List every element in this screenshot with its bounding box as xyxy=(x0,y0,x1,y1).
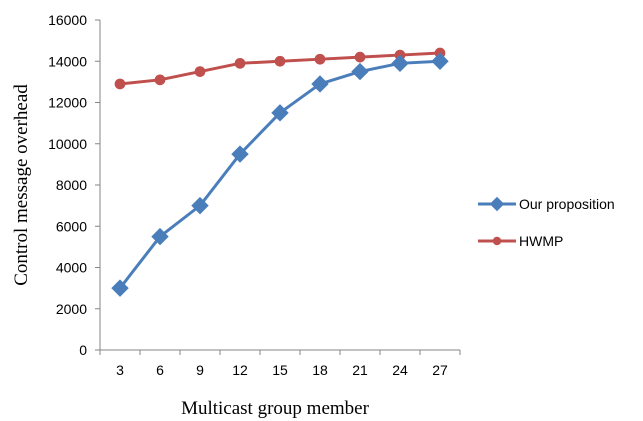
legend-item: Our proposition xyxy=(478,196,615,212)
legend-marker xyxy=(492,236,502,246)
series-layer xyxy=(111,47,449,297)
data-point xyxy=(351,62,369,81)
y-tick-label: 10000 xyxy=(48,136,87,152)
data-point xyxy=(311,75,329,93)
y-axis-title: Control message overhead xyxy=(11,84,32,286)
series-group xyxy=(111,52,449,297)
series-line xyxy=(118,59,441,290)
y-axis-ticks: 0 2000 4000 6000 8000 10000 12000 14000 16000 xyxy=(48,12,100,358)
x-tick-label: 18 xyxy=(312,362,328,378)
x-tick-label: 3 xyxy=(116,362,124,378)
data-point xyxy=(151,227,169,246)
x-axis-title: Multicast group member xyxy=(181,398,370,419)
y-tick-label: 0 xyxy=(79,342,87,358)
x-tick-label: 12 xyxy=(232,362,248,378)
data-point xyxy=(271,104,289,122)
x-tick-label: 24 xyxy=(392,362,408,378)
y-tick-label: 6000 xyxy=(56,218,87,234)
data-point xyxy=(111,279,129,297)
data-point xyxy=(354,51,366,63)
data-point xyxy=(314,53,326,65)
legend-marker xyxy=(489,196,505,212)
data-point xyxy=(274,55,286,67)
legend-label: HWMP xyxy=(519,233,563,249)
data-point xyxy=(234,57,246,69)
y-tick-label: 12000 xyxy=(48,95,87,111)
x-tick-label: 27 xyxy=(432,362,448,378)
data-point xyxy=(114,78,126,90)
data-point xyxy=(391,54,409,73)
legend: Our proposition HWMP xyxy=(478,196,615,249)
y-tick-label: 14000 xyxy=(48,53,87,69)
x-tick-label: 9 xyxy=(196,362,204,378)
y-tick-label: 2000 xyxy=(56,301,87,317)
y-tick-label: 8000 xyxy=(56,177,87,193)
data-point xyxy=(231,145,249,163)
x-tick-label: 15 xyxy=(272,362,288,378)
data-point xyxy=(194,66,206,77)
x-tick-label: 21 xyxy=(352,362,368,378)
y-tick-label: 16000 xyxy=(48,12,87,28)
data-point xyxy=(154,74,166,86)
legend-item: HWMP xyxy=(478,233,563,249)
x-axis-ticks: 3 6 9 12 15 18 21 24 27 xyxy=(99,350,461,378)
series-group xyxy=(114,47,446,90)
data-point xyxy=(191,196,209,215)
legend-label: Our proposition xyxy=(519,196,615,212)
data-point xyxy=(431,52,449,70)
y-tick-label: 4000 xyxy=(56,260,87,276)
x-tick-label: 6 xyxy=(156,362,164,378)
